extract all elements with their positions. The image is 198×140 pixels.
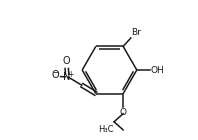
Text: O: O: [120, 108, 127, 116]
Text: O: O: [63, 56, 70, 66]
Text: N: N: [64, 72, 71, 82]
Text: H₃C: H₃C: [98, 125, 113, 134]
Text: +: +: [67, 70, 74, 79]
Text: −: −: [52, 68, 59, 77]
Text: OH: OH: [151, 66, 164, 74]
Text: Br: Br: [131, 28, 141, 37]
Text: O: O: [51, 70, 59, 80]
